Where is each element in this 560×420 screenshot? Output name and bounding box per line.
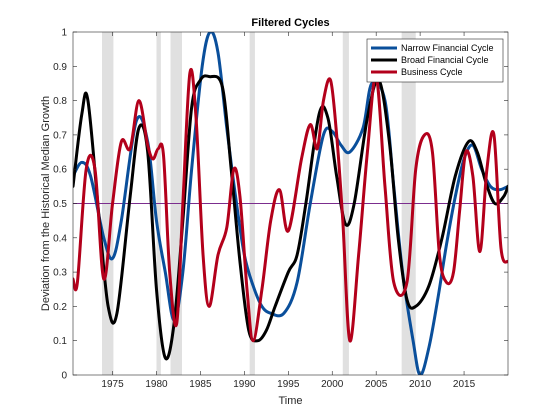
y-tick-label: 0.1 <box>53 336 67 347</box>
x-tick-label: 2010 <box>409 379 432 390</box>
x-axis: 1975 1980 1985 1990 1995 2000 2005 2010 2015 <box>101 32 476 390</box>
legend-label-business-cycle: Business Cycle <box>401 67 463 77</box>
y-tick-label: 0.9 <box>53 62 67 73</box>
y-tick-label: 0.2 <box>53 302 67 313</box>
x-tick-label: 1990 <box>233 379 256 390</box>
series-line-narrow-financial-cycle <box>73 32 508 375</box>
series-line-business-cycle <box>73 68 508 343</box>
y-tick-label: 0.4 <box>53 233 67 244</box>
x-tick-label: 1975 <box>101 379 124 390</box>
y-axis-title: Deviation from the Historical Median Gro… <box>40 96 52 311</box>
x-tick-label: 1995 <box>277 379 300 390</box>
y-tick-label: 0.6 <box>53 165 67 176</box>
legend: Narrow Financial Cycle Broad Financial Cy… <box>366 38 504 83</box>
legend-label-broad-financial-cycle: Broad Financial Cycle <box>401 55 489 65</box>
y-tick-label: 0.8 <box>53 96 67 107</box>
x-tick-label: 2005 <box>365 379 388 390</box>
y-tick-label: 0.7 <box>53 130 67 141</box>
y-tick-label: 0.5 <box>53 199 67 210</box>
y-axis: 0 0.1 0.2 0.3 0.4 0.5 0.6 0.7 0.8 0.9 1 <box>53 28 508 382</box>
x-tick-label: 2000 <box>321 379 344 390</box>
series-line-broad-financial-cycle <box>73 74 508 361</box>
y-tick-label: 0.3 <box>53 268 67 279</box>
y-tick-label: 1 <box>61 28 67 39</box>
y-tick-label: 0 <box>61 371 67 382</box>
series-layer <box>73 32 508 375</box>
chart-title: Filtered Cycles <box>251 17 329 29</box>
legend-label-narrow-financial-cycle: Narrow Financial Cycle <box>401 43 494 53</box>
x-axis-title: Time <box>278 395 302 407</box>
x-tick-label: 2015 <box>453 379 476 390</box>
x-tick-label: 1980 <box>145 379 168 390</box>
x-tick-label: 1985 <box>189 379 212 390</box>
